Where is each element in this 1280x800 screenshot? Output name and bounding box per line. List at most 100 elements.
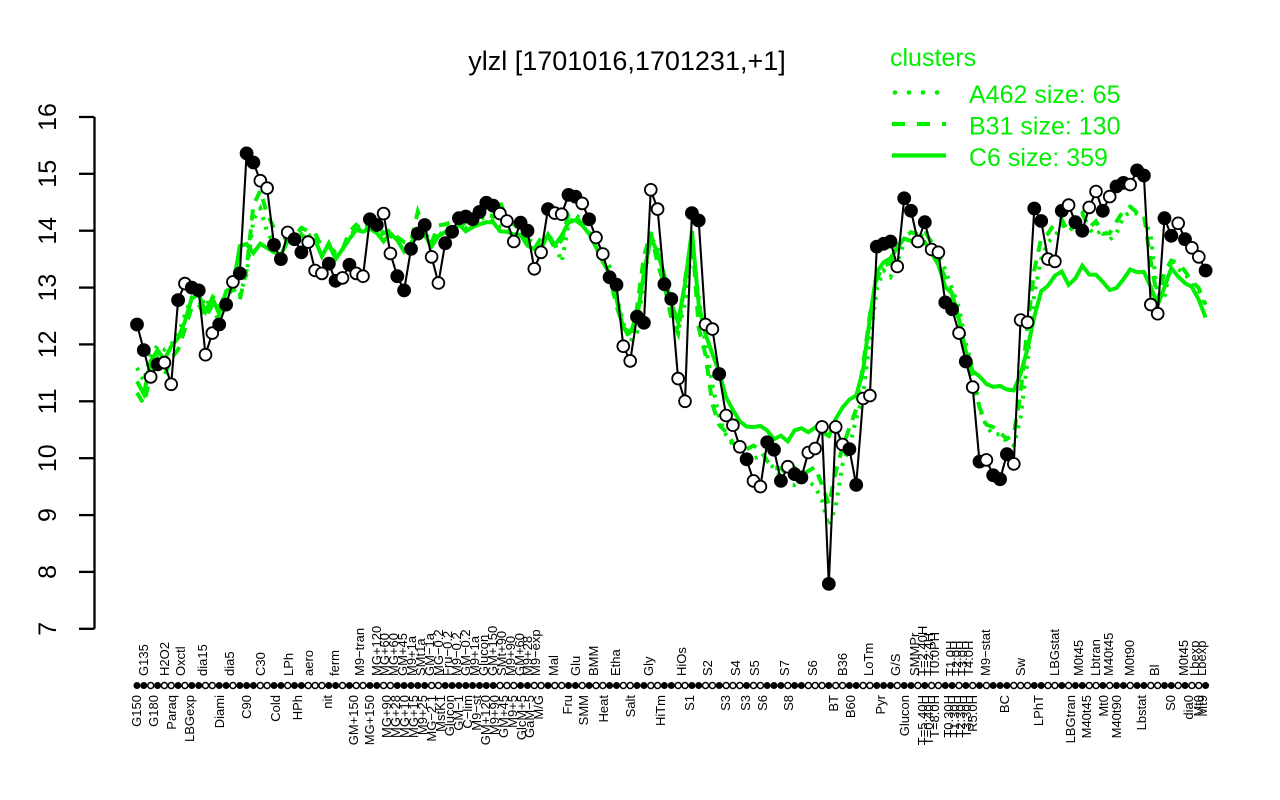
svg-text:M9+5: M9+5 (505, 695, 520, 728)
svg-text:S6: S6 (805, 660, 820, 676)
svg-text:T4.0H: T4.0H (961, 641, 976, 676)
svg-text:T2.30H: T2.30H (953, 695, 968, 738)
svg-text:M9+28: M9+28 (520, 636, 535, 676)
svg-text:MG+28: MG+28 (388, 695, 403, 738)
svg-text:Mal: Mal (546, 655, 561, 676)
svg-text:Mt0: Mt0 (1191, 695, 1206, 717)
svg-text:M9+90: M9+90 (487, 695, 502, 735)
svg-text:GM−0.2: GM−0.2 (458, 629, 473, 676)
svg-text:Mt9: Mt9 (1195, 695, 1210, 717)
svg-text:C90: C90 (239, 695, 254, 719)
svg-text:S4: S4 (728, 660, 743, 676)
svg-text:G150: G150 (129, 695, 144, 727)
svg-text:S5: S5 (747, 660, 762, 676)
svg-text:T1.0H: T1.0H (943, 641, 958, 676)
svg-text:8: 8 (34, 565, 62, 579)
svg-text:GlcM+5: GlcM+5 (514, 695, 529, 740)
svg-text:MstK1: MstK1 (433, 695, 448, 732)
svg-text:M0t45: M0t45 (1176, 640, 1191, 676)
svg-text:dia0: dia0 (1181, 695, 1196, 720)
svg-text:T2.0H: T2.0H (949, 641, 964, 676)
svg-text:G180: G180 (146, 695, 161, 727)
svg-text:S3: S3 (718, 695, 733, 711)
svg-text:GM−1a: GM−1a (422, 632, 437, 676)
svg-text:GM+150: GM+150 (485, 626, 500, 676)
svg-text:MG+15: MG+15 (406, 695, 421, 738)
svg-text:ferm: ferm (327, 650, 342, 676)
svg-text:aero: aero (301, 650, 316, 676)
svg-text:M40t45: M40t45 (1079, 695, 1094, 738)
svg-text:GM+45: GM+45 (395, 633, 410, 676)
svg-text:T1.30H: T1.30H (947, 695, 962, 738)
svg-text:HPh: HPh (290, 695, 305, 720)
svg-text:SMt1a: SMt1a (413, 638, 428, 676)
svg-text:C6 size: 359: C6 size: 359 (969, 144, 1108, 172)
svg-text:Lbtran: Lbtran (1088, 639, 1103, 676)
svg-text:13: 13 (34, 274, 62, 302)
svg-text:M0t45: M0t45 (1071, 640, 1086, 676)
svg-text:M9+25: M9+25 (415, 695, 430, 735)
svg-text:Lbexp: Lbexp (1194, 641, 1209, 676)
svg-text:M/G: M/G (531, 695, 546, 720)
svg-text:Glucon: Glucon (442, 695, 457, 736)
svg-text:GM−1: GM−1 (451, 695, 466, 731)
svg-text:M40t90: M40t90 (1109, 695, 1124, 738)
svg-text:T0.30H: T0.30H (941, 695, 956, 738)
svg-text:M9+90: M9+90 (503, 636, 518, 676)
svg-text:dia15: dia15 (195, 644, 210, 676)
svg-text:SMM: SMM (576, 695, 591, 725)
svg-text:16: 16 (34, 103, 62, 131)
svg-text:A462 size: 65: A462 size: 65 (969, 81, 1121, 109)
svg-text:T0.0PH: T0.0PH (927, 632, 942, 676)
svg-text:Glu: Glu (568, 656, 583, 676)
svg-text:Pyr: Pyr (873, 694, 888, 714)
svg-text:LBGstat: LBGstat (1047, 629, 1062, 676)
svg-text:T=2.40H: T=2.40H (915, 626, 930, 676)
svg-text:ylzl [1701016,1701231,+1]: ylzl [1701016,1701231,+1] (468, 46, 786, 76)
svg-text:M0t90: M0t90 (1122, 640, 1137, 676)
svg-text:GM+120: GM+120 (478, 695, 493, 745)
svg-text:Fru−0.2: Fru−0.2 (440, 631, 455, 676)
svg-text:R5.0H: R5.0H (965, 695, 980, 732)
svg-text:LoTm: LoTm (861, 643, 876, 676)
svg-text:15: 15 (34, 160, 62, 188)
svg-text:S6: S6 (755, 695, 770, 711)
svg-text:Bl: Bl (1147, 664, 1162, 676)
svg-text:LBGexp: LBGexp (182, 695, 197, 742)
svg-text:GM+150: GM+150 (346, 695, 361, 745)
svg-text:MG+10: MG+10 (397, 695, 412, 738)
svg-text:GM+60: GM+60 (512, 633, 527, 676)
svg-text:10: 10 (34, 444, 62, 472)
svg-text:11: 11 (34, 388, 62, 414)
svg-text:dia5: dia5 (222, 651, 237, 676)
svg-text:Gly: Gly (641, 656, 656, 676)
svg-text:Glucon: Glucon (476, 635, 491, 676)
svg-text:clusters: clusters (890, 44, 976, 72)
svg-text:BC: BC (997, 695, 1012, 713)
svg-text:B60: B60 (843, 695, 858, 718)
svg-text:MG+60: MG+60 (377, 633, 392, 676)
svg-text:M9+1a: M9+1a (404, 635, 419, 676)
svg-text:Salt: Salt (623, 695, 638, 718)
svg-text:Heat: Heat (596, 695, 611, 723)
svg-text:LPhT: LPhT (1031, 695, 1046, 726)
svg-text:MG+90: MG+90 (379, 695, 394, 738)
svg-text:M9−exp: M9−exp (528, 629, 543, 676)
svg-text:Lbexp: Lbexp (1187, 641, 1202, 676)
svg-text:Etha: Etha (608, 648, 623, 676)
svg-text:HiOs: HiOs (674, 647, 689, 676)
svg-text:T3.0H: T3.0H (955, 641, 970, 676)
svg-text:S3: S3 (738, 695, 753, 711)
svg-text:MG+120: MG+120 (369, 626, 384, 676)
svg-text:S7: S7 (777, 660, 792, 676)
svg-text:Oxctl: Oxctl (173, 646, 188, 676)
svg-text:M9+1a: M9+1a (467, 635, 482, 676)
svg-text:LPh: LPh (281, 653, 296, 676)
svg-text:Glucon: Glucon (897, 695, 912, 736)
svg-text:LBGtran: LBGtran (1063, 695, 1078, 743)
svg-text:G/S: G/S (888, 653, 903, 676)
svg-text:SMt+90: SMt+90 (494, 631, 509, 676)
svg-text:M9−0.2: M9−0.2 (449, 632, 464, 676)
svg-text:Fru: Fru (560, 695, 575, 715)
svg-text:C−lim: C−lim (460, 695, 475, 729)
